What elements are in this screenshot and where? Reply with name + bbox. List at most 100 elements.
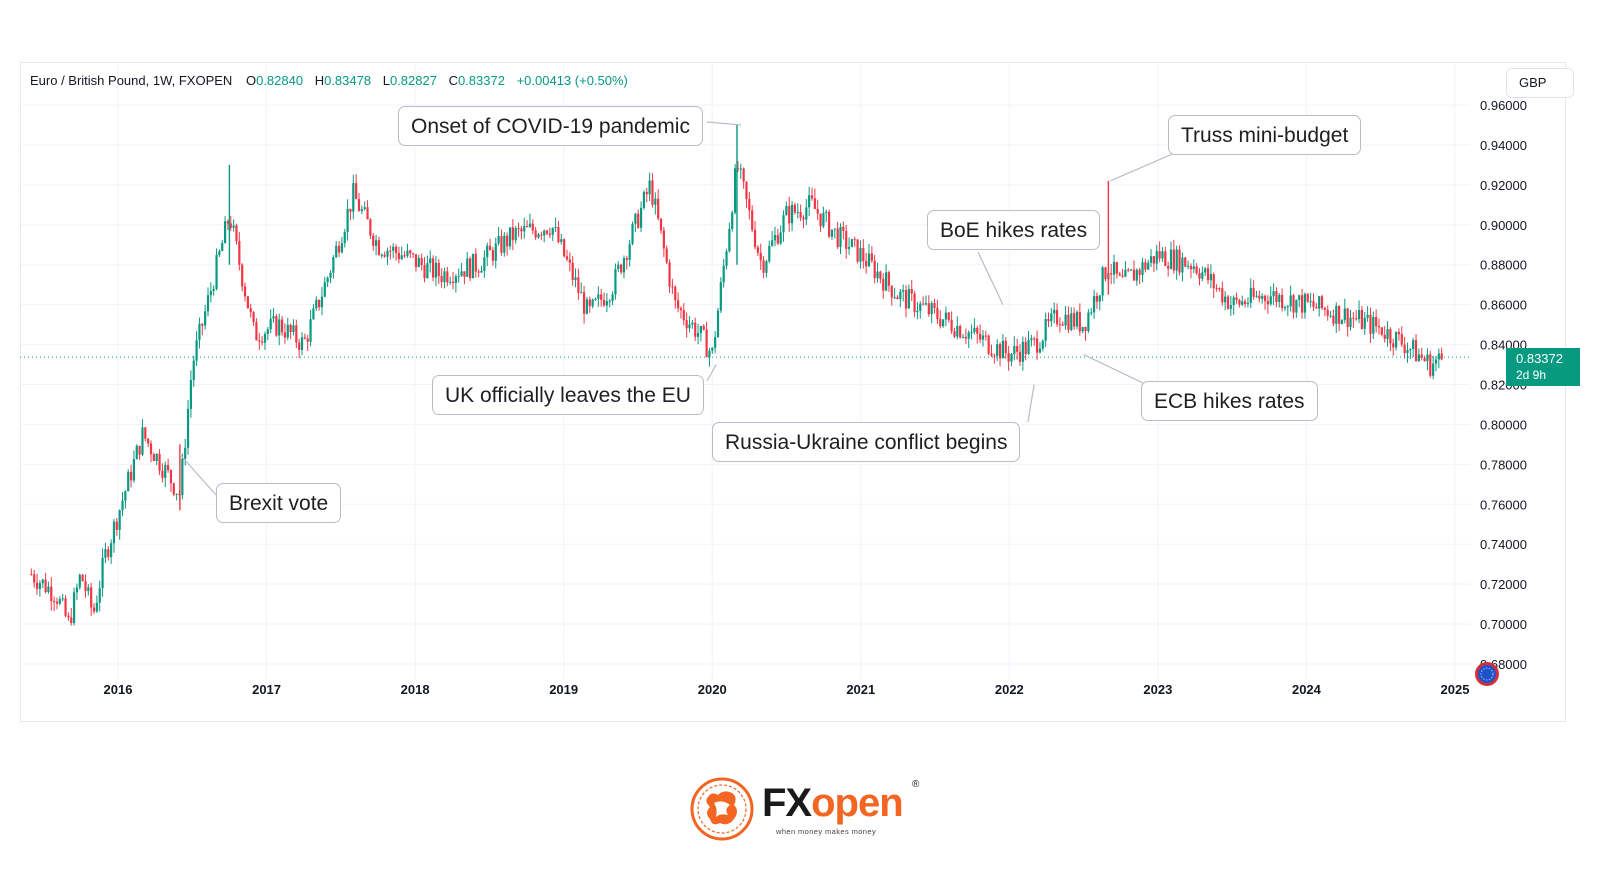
candle-body — [1349, 317, 1352, 328]
candle-body — [303, 337, 306, 339]
candle-body — [1303, 294, 1307, 313]
candle-body — [1092, 295, 1096, 313]
candle-body — [1397, 331, 1401, 335]
candle-body — [930, 303, 933, 315]
candle-body — [617, 264, 620, 270]
annotation-pointer — [1083, 354, 1144, 384]
candle-body — [933, 303, 936, 309]
annotation-truss-budget: Truss mini-budget — [1168, 115, 1362, 155]
brand-tagline: when money makes money — [776, 827, 877, 836]
candle-body — [859, 247, 862, 262]
candle-body — [662, 230, 665, 249]
y-tick-label: 0.88000 — [1480, 258, 1527, 273]
candle-body — [298, 342, 301, 350]
candle-body — [149, 443, 153, 455]
candle-body — [423, 264, 426, 279]
candle-body — [440, 276, 443, 283]
candle-body — [474, 253, 477, 272]
candle-body — [400, 255, 403, 260]
y-tick-label: 0.70000 — [1480, 617, 1527, 632]
candle-body — [1366, 314, 1369, 318]
candle-body — [711, 347, 714, 351]
candle-body — [186, 408, 190, 448]
candle-body — [469, 258, 472, 279]
candle-body — [634, 213, 637, 224]
candle-body — [927, 303, 930, 315]
globe-icon[interactable] — [1475, 662, 1499, 686]
candle-body — [266, 329, 269, 334]
annotation-pointer — [706, 121, 742, 126]
candle-body — [554, 227, 557, 229]
candle-body — [1246, 302, 1250, 305]
candle-body — [412, 253, 415, 255]
candle-body — [565, 256, 569, 260]
candle-body — [574, 277, 577, 281]
candle-body — [976, 327, 979, 334]
candle-body — [1081, 326, 1084, 332]
candle-body — [748, 199, 751, 211]
candle-body — [349, 208, 352, 212]
candle-body — [1420, 354, 1423, 358]
candle-body — [876, 271, 879, 279]
candle-body — [1360, 310, 1364, 329]
candle-body — [1121, 275, 1124, 277]
annotation-pointers — [179, 121, 1178, 496]
candle-body — [223, 221, 227, 244]
current-price-tag: 0.83372 2d 9h — [1506, 348, 1580, 386]
candle-body — [1033, 338, 1036, 340]
candle-body — [1400, 334, 1403, 345]
candle-body — [1004, 340, 1007, 354]
candle-body — [1047, 318, 1050, 322]
candle-body — [1241, 301, 1244, 305]
candle-body — [753, 229, 757, 248]
candle-body — [35, 582, 39, 589]
candle-body — [449, 281, 452, 283]
candle-body — [987, 335, 990, 354]
candle-body — [44, 579, 47, 592]
candle-body — [121, 500, 124, 511]
candle-body — [426, 263, 429, 279]
candle-body — [1286, 306, 1289, 308]
candle-body — [61, 598, 64, 600]
candle-body — [192, 360, 195, 381]
y-tick-label: 0.92000 — [1480, 178, 1527, 193]
candle-body — [1423, 357, 1426, 362]
candle-body — [819, 213, 822, 227]
candle-body — [392, 246, 395, 251]
candle-body — [357, 199, 361, 212]
candle-body — [198, 323, 201, 341]
candle-body — [101, 557, 104, 589]
candle-body — [87, 587, 90, 592]
candle-body — [92, 607, 96, 612]
candle-body — [1406, 349, 1409, 354]
candle-body — [1204, 268, 1207, 273]
currency-button[interactable]: GBP — [1506, 68, 1574, 98]
candle-body — [1209, 274, 1212, 281]
candle-body — [431, 258, 435, 278]
candle-body — [1073, 313, 1076, 327]
candle-body — [850, 239, 854, 248]
candle-body — [702, 325, 705, 330]
candle-body — [896, 297, 899, 300]
candle-body — [525, 226, 529, 228]
candle-body — [1164, 251, 1167, 266]
candle-body — [443, 271, 446, 283]
candle-body — [540, 234, 543, 236]
candle-body — [1090, 312, 1093, 314]
candle-body — [269, 318, 272, 330]
candle-body — [973, 327, 976, 333]
candle-body — [668, 262, 671, 287]
candle-body — [608, 300, 611, 302]
y-tick-label: 0.94000 — [1480, 138, 1527, 153]
candle-body — [389, 250, 392, 252]
candle-body — [112, 521, 116, 544]
candle-body — [1144, 262, 1147, 270]
candle-body — [1001, 340, 1005, 359]
candle-body — [557, 227, 560, 243]
candle-body — [1338, 305, 1341, 324]
candle-body — [1035, 338, 1039, 353]
candle-body — [352, 183, 355, 212]
candle-body — [98, 588, 101, 603]
candle-body — [1377, 326, 1381, 328]
